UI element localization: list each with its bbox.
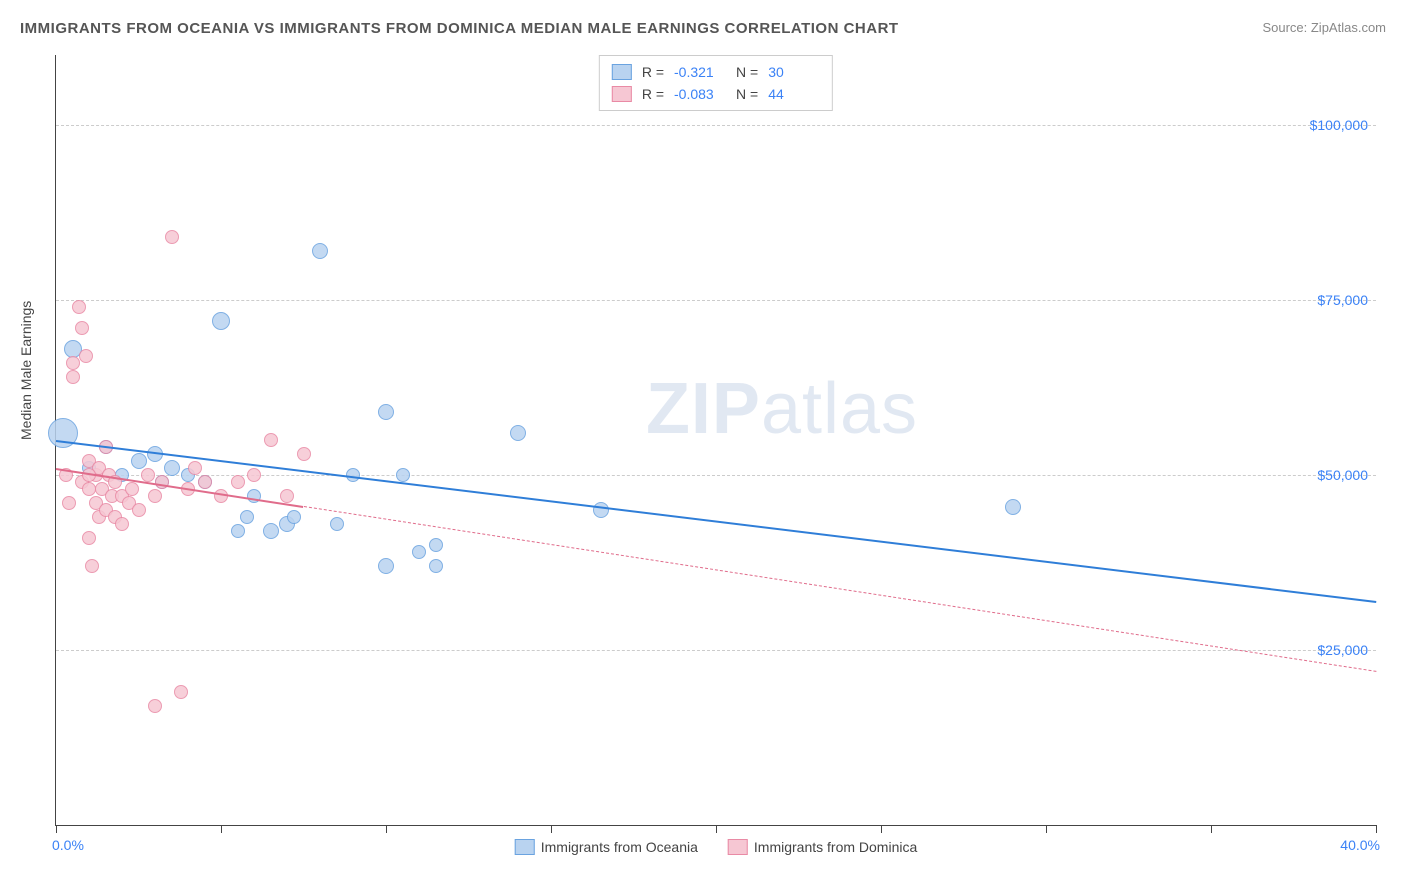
data-point [510, 425, 526, 441]
x-tick [221, 825, 222, 833]
data-point [131, 453, 147, 469]
r-value-oceania: -0.321 [674, 61, 726, 83]
data-point [62, 496, 76, 510]
x-tick [1046, 825, 1047, 833]
data-point [1005, 499, 1021, 515]
data-point [79, 349, 93, 363]
data-point [330, 517, 344, 531]
n-label: N = [736, 61, 758, 83]
n-value-dominica: 44 [768, 83, 820, 105]
x-tick [551, 825, 552, 833]
data-point [164, 460, 180, 476]
swatch-dominica-icon [728, 839, 748, 855]
data-point [174, 685, 188, 699]
data-point [429, 559, 443, 573]
gridline [56, 650, 1376, 651]
plot-area: ZIPatlas $25,000 $50,000 $75,000 $100,000 R… [55, 55, 1376, 826]
data-point [297, 447, 311, 461]
r-label: R = [642, 83, 664, 105]
data-point [66, 356, 80, 370]
r-label: R = [642, 61, 664, 83]
data-point [280, 489, 294, 503]
swatch-oceania-icon [515, 839, 535, 855]
data-point [82, 482, 96, 496]
data-point [212, 312, 230, 330]
data-point [72, 300, 86, 314]
chart-title: IMMIGRANTS FROM OCEANIA VS IMMIGRANTS FR… [20, 20, 899, 37]
data-point [247, 468, 261, 482]
watermark-atlas: atlas [761, 369, 918, 449]
n-label: N = [736, 83, 758, 105]
data-point [264, 433, 278, 447]
data-point [132, 503, 146, 517]
x-axis-max-label: 40.0% [1340, 837, 1380, 853]
data-point [75, 321, 89, 335]
x-tick [56, 825, 57, 833]
data-point [165, 230, 179, 244]
legend-label-dominica: Immigrants from Dominica [754, 839, 917, 855]
swatch-oceania [612, 64, 632, 80]
data-point [198, 475, 212, 489]
data-point [148, 489, 162, 503]
data-point [593, 502, 609, 518]
n-value-oceania: 30 [768, 61, 820, 83]
legend-label-oceania: Immigrants from Oceania [541, 839, 698, 855]
data-point [312, 243, 328, 259]
legend-row-dominica: R = -0.083 N = 44 [612, 83, 820, 105]
data-point [263, 523, 279, 539]
y-tick-label: $50,000 [1317, 467, 1368, 483]
r-value-dominica: -0.083 [674, 83, 726, 105]
watermark: ZIPatlas [646, 368, 918, 450]
legend-item-oceania: Immigrants from Oceania [515, 839, 698, 855]
x-tick [1376, 825, 1377, 833]
data-point [429, 538, 443, 552]
watermark-zip: ZIP [646, 369, 761, 449]
data-point [412, 545, 426, 559]
x-tick [386, 825, 387, 833]
correlation-legend: R = -0.321 N = 30 R = -0.083 N = 44 [599, 55, 833, 111]
y-axis-label: Median Male Earnings [18, 301, 34, 440]
y-tick-label: $75,000 [1317, 292, 1368, 308]
data-point [231, 475, 245, 489]
data-point [82, 531, 96, 545]
legend-item-dominica: Immigrants from Dominica [728, 839, 917, 855]
trend-line [56, 440, 1376, 603]
y-tick-label: $25,000 [1317, 642, 1368, 658]
data-point [148, 699, 162, 713]
x-axis-min-label: 0.0% [52, 837, 84, 853]
x-tick [1211, 825, 1212, 833]
data-point [231, 524, 245, 538]
data-point [240, 510, 254, 524]
gridline [56, 125, 1376, 126]
y-tick-label: $100,000 [1310, 117, 1368, 133]
data-point [141, 468, 155, 482]
data-point [287, 510, 301, 524]
gridline [56, 300, 1376, 301]
data-point [125, 482, 139, 496]
data-point [66, 370, 80, 384]
x-tick [716, 825, 717, 833]
data-point [85, 559, 99, 573]
data-point [378, 558, 394, 574]
source-text: Source: ZipAtlas.com [1262, 20, 1386, 35]
data-point [115, 517, 129, 531]
series-legend: Immigrants from Oceania Immigrants from … [515, 839, 918, 855]
data-point [188, 461, 202, 475]
x-tick [881, 825, 882, 833]
legend-row-oceania: R = -0.321 N = 30 [612, 61, 820, 83]
data-point [378, 404, 394, 420]
swatch-dominica [612, 86, 632, 102]
trend-line [303, 506, 1376, 672]
data-point [396, 468, 410, 482]
